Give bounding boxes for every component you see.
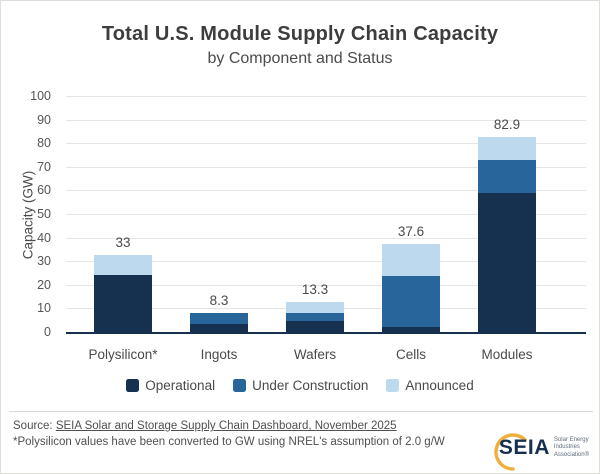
legend-item-under-construction: Under Construction xyxy=(233,378,368,393)
footer-divider xyxy=(9,411,593,412)
bar-segment-announced xyxy=(94,255,152,276)
gridline xyxy=(66,119,586,121)
gridline xyxy=(66,143,586,145)
bar-segment-announced xyxy=(478,137,536,160)
seia-logo-tagline: Solar Energy Industries Association® xyxy=(553,436,589,458)
bar-polysilicon xyxy=(94,255,152,333)
gridline xyxy=(66,166,586,168)
gridline xyxy=(66,261,586,263)
x-category-label: Wafers xyxy=(293,347,337,362)
source-link[interactable]: SEIA Solar and Storage Supply Chain Dash… xyxy=(55,420,397,432)
legend-item-operational: Operational xyxy=(126,378,215,393)
legend: Operational Under Construction Announced xyxy=(1,378,599,393)
x-category-label: Ingots xyxy=(200,347,238,362)
footer-text: Source: SEIA Solar and Storage Supply Ch… xyxy=(13,418,465,451)
legend-label-announced: Announced xyxy=(405,378,474,393)
bar-segment-operational xyxy=(382,327,440,333)
x-category-label: Cells xyxy=(395,347,426,362)
bar-ingots xyxy=(190,313,248,333)
bar-segment-operational xyxy=(190,323,248,333)
operational-swatch-icon xyxy=(126,379,140,392)
bar-segment-operational xyxy=(94,275,152,333)
y-tick-label: 20 xyxy=(37,277,51,292)
bar-segment-announced xyxy=(382,244,440,276)
y-tick-label: 90 xyxy=(37,112,51,127)
y-tick-label: 30 xyxy=(37,254,51,269)
bar-total-label: 33 xyxy=(115,235,131,251)
x-axis-line xyxy=(66,332,586,334)
plot-area xyxy=(66,96,586,334)
bar-segment-under-construction xyxy=(382,275,440,328)
legend-label-operational: Operational xyxy=(145,378,216,393)
y-tick-label: 70 xyxy=(37,159,51,174)
footnote: *Polysilicon values have been converted … xyxy=(13,436,445,449)
under-construction-swatch-icon xyxy=(233,379,247,392)
x-category-label: Modules xyxy=(481,347,533,362)
bar-total-label: 82.9 xyxy=(493,117,521,133)
chart-subtitle: by Component and Status xyxy=(207,50,393,67)
y-tick-label: 60 xyxy=(37,183,51,198)
announced-swatch-icon xyxy=(386,379,400,392)
gridline xyxy=(66,96,586,97)
y-tick-label: 10 xyxy=(37,301,51,316)
gridline xyxy=(66,214,586,215)
bar-segment-announced xyxy=(286,301,344,314)
bar-total-label: 37.6 xyxy=(397,224,425,240)
y-tick-label: 40 xyxy=(37,230,51,245)
seia-gold-arc-icon xyxy=(494,433,527,471)
seia-logo-text: SEIA xyxy=(498,436,550,459)
bar-segment-under-construction xyxy=(478,159,536,193)
legend-item-announced: Announced xyxy=(386,378,474,393)
gridline xyxy=(66,284,586,286)
seia-logo: SEIA Solar Energy Industries Association… xyxy=(483,425,589,471)
x-category-label: Polysilicon* xyxy=(88,347,158,362)
bar-cells xyxy=(382,244,440,333)
gridline xyxy=(66,190,586,192)
gridline xyxy=(66,237,586,239)
bar-segment-operational xyxy=(286,320,344,333)
y-tick-label: 50 xyxy=(37,207,51,221)
legend-label-under-construction: Under Construction xyxy=(252,378,369,393)
bar-total-label: 8.3 xyxy=(209,293,229,309)
bar-wafers xyxy=(286,301,344,333)
bar-segment-under-construction xyxy=(190,313,248,324)
y-tick-label: 100 xyxy=(30,89,51,103)
bar-modules xyxy=(478,137,536,333)
source-prefix: Source: xyxy=(13,420,56,432)
y-tick-label: 80 xyxy=(37,136,51,151)
y-tick-label: 0 xyxy=(44,325,51,339)
bar-segment-operational xyxy=(478,192,536,333)
chart-title: Total U.S. Module Supply Chain Capacity xyxy=(101,23,499,45)
bar-segment-under-construction xyxy=(286,313,344,321)
bar-total-label: 13.3 xyxy=(301,281,329,297)
